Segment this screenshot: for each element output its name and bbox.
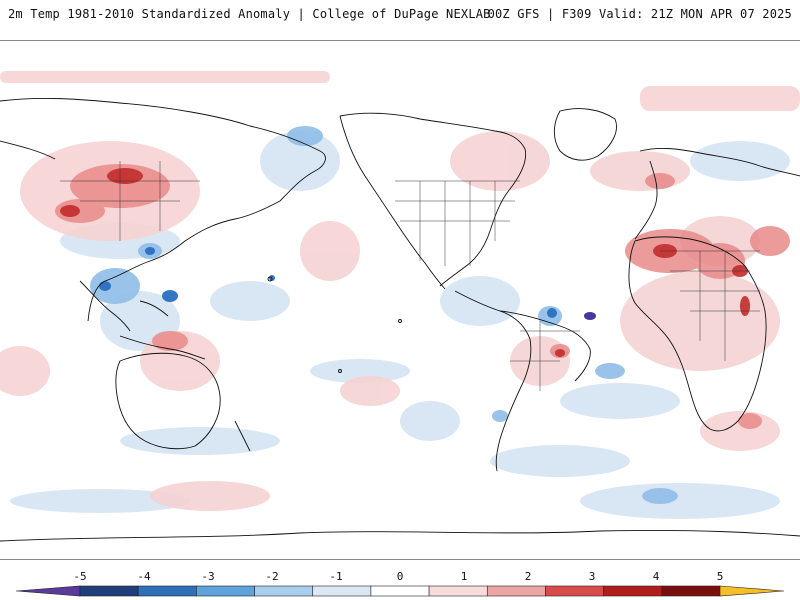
- colorbar-tick-label: 5: [716, 570, 724, 583]
- colorbar-tick-label: -4: [137, 570, 151, 583]
- coastlines: [0, 97, 800, 542]
- weak-cool-anomalies: [10, 131, 790, 519]
- colorbar-extend-high: [719, 585, 785, 597]
- cool-anomalies: [90, 126, 678, 504]
- colorbar-segment: [79, 585, 139, 597]
- colorbar-bar: [15, 585, 785, 597]
- colorbar-tick-label: 0: [396, 570, 404, 583]
- colorbar: -5 -4 -3 -2 -1 0 1 2 3 4 5: [0, 570, 800, 600]
- colorbar-segment: [661, 585, 721, 597]
- colorbar-segment: [603, 585, 663, 597]
- colorbar-tick-label: -1: [329, 570, 343, 583]
- map-title: 2m Temp 1981-2010 Standardized Anomaly |…: [8, 7, 491, 21]
- colorbar-segment: [196, 585, 255, 597]
- colorbar-tick-label: -2: [265, 570, 279, 583]
- colorbar-segment: [312, 585, 372, 597]
- strong-cool-anomalies: [99, 247, 596, 320]
- borders: [60, 161, 760, 391]
- colorbar-segment: [137, 585, 197, 597]
- colorbar-tick-label: 2: [524, 570, 532, 583]
- header: 2m Temp 1981-2010 Standardized Anomaly |…: [0, 0, 800, 34]
- colorbar-segment: [486, 585, 546, 597]
- colorbar-extend-low: [15, 585, 81, 597]
- map-canvas: [0, 71, 800, 542]
- colorbar-segment: [428, 585, 488, 597]
- colorbar-segment: [545, 585, 604, 597]
- colorbar-segment: [370, 585, 430, 597]
- colorbar-tick-label: 1: [460, 570, 468, 583]
- colorbar-tick-label: 3: [588, 570, 596, 583]
- colorbar-tick-label: 4: [652, 570, 660, 583]
- model-run-info: 00Z GFS | F309 Valid: 21Z MON APR 07 202…: [487, 7, 792, 21]
- anomaly-map: [0, 40, 800, 560]
- colorbar-segment: [254, 585, 314, 597]
- colorbar-tick-label: -3: [201, 570, 215, 583]
- colorbar-labels: -5 -4 -3 -2 -1 0 1 2 3 4 5: [0, 570, 800, 584]
- colorbar-tick-label: -5: [73, 570, 87, 583]
